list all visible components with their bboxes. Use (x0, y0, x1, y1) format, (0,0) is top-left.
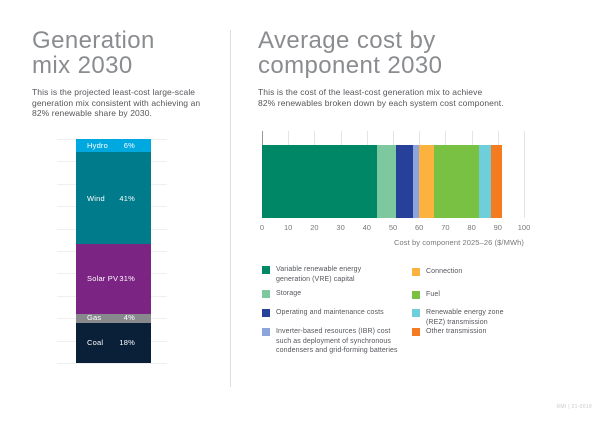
legend-label: Operating and maintenance costs (276, 309, 384, 316)
cost-by-component-title: Average cost by component 2030 (258, 27, 443, 79)
legend-swatch (412, 267, 420, 276)
document-id: RMI | 21-0019 (556, 404, 592, 410)
segment-value: 31% (119, 274, 135, 284)
x-axis-tick-labels: 0 10 20 30 40 50 60 70 80 90 100 (250, 223, 536, 233)
bar-segment-connection (419, 145, 434, 218)
legend-swatch (262, 308, 270, 317)
legend-label: Renewable energy zone (REZ) transmission (426, 309, 504, 326)
legend-item-connection: Connection (412, 267, 462, 277)
bar-segment-operating-and-maintenance (395, 145, 413, 218)
legend-item-variable-renewable-energy: Variable renewable energy generation (VR… (262, 265, 361, 284)
legend-item-operating-and-maintenance: Operating and maintenance costs (262, 308, 384, 318)
segment-label: Solar PV (87, 274, 119, 284)
cost-by-component-description: This is the cost of the least-cost gener… (258, 87, 504, 108)
x-axis-tick-label: 30 (336, 223, 345, 232)
segment-value: 4% (123, 313, 135, 323)
chart-legend: Variable renewable energy generation (VR… (262, 265, 562, 360)
legend-swatch (412, 290, 420, 299)
generation-mix-chart: Hydro 6% Wind 41% Solar PV 31% Gas 4% Coal 18% (57, 139, 167, 364)
generation-mix-bar: Hydro 6% Wind 41% Solar PV 31% Gas 4% Coal 18% (76, 139, 151, 363)
segment-value: 6% (123, 140, 135, 150)
legend-label: Fuel (426, 291, 441, 298)
bar-segment-fuel (433, 145, 480, 218)
x-axis-tick-label: 90 (493, 223, 502, 232)
bar-segment-wind: Wind 41% (76, 152, 151, 245)
gridline (524, 131, 525, 218)
cost-by-component-chart (262, 131, 525, 218)
legend-label: Inverter-based resources (IBR) cost such… (276, 328, 398, 354)
segment-label: Coal (87, 338, 104, 348)
x-axis-tick-label: 60 (415, 223, 424, 232)
bar-segment-coal: Coal 18% (76, 322, 151, 363)
bar-segment-storage (377, 145, 396, 218)
x-axis-title: Cost by component 2025–26 ($/MWh) (393, 238, 524, 247)
segment-value: 18% (119, 338, 135, 348)
bar-segment-renewable-energy-zone (479, 145, 492, 218)
x-axis-tick-label: 70 (441, 223, 450, 232)
legend-label: Storage (276, 290, 302, 297)
cost-component-bar (262, 145, 524, 218)
legend-swatch (262, 265, 270, 274)
bar-segment-inverter-based-resources (412, 145, 420, 218)
x-axis-tick-label: 0 (259, 223, 265, 232)
x-axis-tick-label: 20 (310, 223, 319, 232)
legend-swatch (412, 308, 420, 317)
legend-item-renewable-energy-zone: Renewable energy zone (REZ) transmission (412, 308, 504, 327)
bar-segment-other-transmission (491, 145, 502, 218)
legend-label: Other transmission (426, 328, 487, 335)
x-axis-tick-label: 100 (517, 223, 531, 232)
x-axis-tick-label: 10 (284, 223, 293, 232)
legend-swatch (262, 327, 270, 336)
segment-label: Wind (87, 193, 105, 203)
bar-segment-variable-renewable-energy (262, 145, 378, 218)
legend-label: Variable renewable energy generation (VR… (276, 266, 362, 283)
legend-item-other-transmission: Other transmission (412, 327, 487, 337)
legend-item-inverter-based-resources: Inverter-based resources (IBR) cost such… (262, 327, 398, 356)
generation-mix-description: This is the projected least-cost large-s… (32, 87, 201, 118)
segment-label: Gas (87, 313, 102, 323)
bar-segment-gas: Gas 4% (76, 313, 151, 323)
bar-segment-solar-pv: Solar PV 31% (76, 244, 151, 314)
segment-label: Hydro (87, 140, 109, 150)
legend-swatch (412, 327, 420, 336)
x-axis-tick-label: 80 (467, 223, 476, 232)
panel-divider (230, 30, 231, 387)
x-axis-tick-label: 40 (362, 223, 371, 232)
segment-value: 41% (119, 193, 135, 203)
legend-item-storage: Storage (262, 289, 301, 299)
legend-item-fuel: Fuel (412, 290, 440, 300)
bar-segment-hydro: Hydro 6% (76, 139, 151, 153)
legend-label: Connection (426, 268, 463, 275)
legend-swatch (262, 289, 270, 298)
x-axis-tick-label: 50 (388, 223, 398, 232)
generation-mix-title: Generation mix 2030 (32, 27, 155, 79)
gridline (57, 363, 167, 364)
